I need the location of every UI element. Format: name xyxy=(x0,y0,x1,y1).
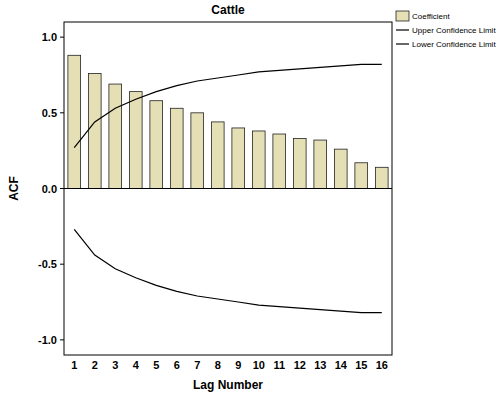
x-tick-label: 11 xyxy=(273,359,285,371)
zero-line xyxy=(64,188,392,189)
x-tick-label: 12 xyxy=(294,359,306,371)
x-tick-label: 13 xyxy=(314,359,326,371)
plot-area xyxy=(68,55,388,312)
x-tick-label: 4 xyxy=(133,359,140,371)
x-tick-label: 2 xyxy=(92,359,98,371)
y-tick-label: -0.5 xyxy=(38,258,57,270)
x-tick-label: 3 xyxy=(112,359,118,371)
bar xyxy=(314,140,327,188)
y-tick xyxy=(60,112,64,113)
bar xyxy=(375,167,388,188)
bar xyxy=(293,139,306,189)
plot-frame xyxy=(64,22,392,355)
bar xyxy=(150,101,163,189)
chart: Cattle-1.0-0.50.00.51.0ACF12345678910111… xyxy=(0,0,500,399)
line xyxy=(74,229,382,312)
y-tick-label: 0.0 xyxy=(42,183,57,195)
legend-label: Coefficient xyxy=(412,12,450,21)
x-tick-label: 1 xyxy=(71,359,77,371)
x-tick-label: 9 xyxy=(235,359,241,371)
legend-swatch xyxy=(396,11,409,21)
x-tick-label: 10 xyxy=(253,359,265,371)
bar xyxy=(211,122,224,189)
y-tick xyxy=(60,339,64,340)
bar xyxy=(170,108,183,188)
legend-swatch xyxy=(396,29,409,30)
legend-label: Lower Confidence Limit xyxy=(412,40,496,49)
bar xyxy=(191,113,204,189)
bar xyxy=(232,128,245,189)
y-tick xyxy=(60,264,64,265)
bar xyxy=(68,55,81,188)
x-tick-label: 6 xyxy=(174,359,180,371)
bar xyxy=(355,163,368,189)
x-tick-label: 5 xyxy=(153,359,159,371)
line xyxy=(74,64,382,147)
legend-swatch xyxy=(396,43,409,44)
y-tick-label: -1.0 xyxy=(38,334,57,346)
bar xyxy=(334,149,347,188)
x-tick-label: 7 xyxy=(194,359,200,371)
bar xyxy=(88,73,101,188)
y-tick xyxy=(60,37,64,38)
x-axis-label: Lag Number xyxy=(193,378,263,392)
bar xyxy=(252,131,265,189)
x-tick-label: 14 xyxy=(335,359,348,371)
y-tick-label: 0.5 xyxy=(42,107,57,119)
title: Cattle xyxy=(211,3,245,17)
x-tick-label: 8 xyxy=(215,359,221,371)
y-tick-label: 1.0 xyxy=(42,31,57,43)
bar xyxy=(129,92,142,189)
legend-label: Upper Confidence Limit xyxy=(412,26,496,35)
bar xyxy=(273,134,286,188)
x-tick-label: 15 xyxy=(355,359,367,371)
y-axis-label: ACF xyxy=(7,176,21,201)
x-tick-label: 16 xyxy=(376,359,388,371)
y-tick xyxy=(60,188,64,189)
bar xyxy=(109,84,122,188)
